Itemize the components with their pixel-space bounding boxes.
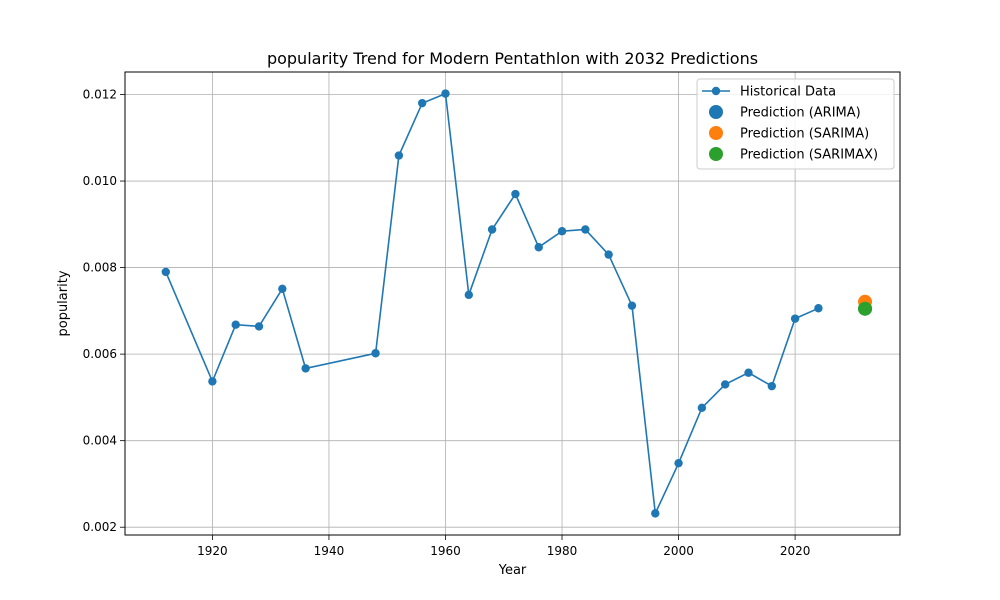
y-tick-label: 0.008 [83,261,117,275]
data-point [674,458,683,468]
x-tick-label: 1980 [547,544,578,558]
y-axis-label: popularity [56,270,71,336]
series-layer [161,89,823,518]
x-tick-label: 1960 [430,544,461,558]
legend-swatch-marker [709,147,723,161]
data-point [651,509,660,518]
data-point [697,403,707,412]
data-point [720,380,730,389]
data-point [371,349,380,358]
legend-label: Historical Data [740,85,836,100]
y-tick-label: 0.006 [83,347,117,361]
data-point [557,227,567,236]
data-point [487,225,497,234]
y-tick-label: 0.012 [83,88,117,102]
legend-label: Prediction (ARIMA) [740,106,861,121]
data-point [464,290,473,300]
x-tick-label: 1940 [314,544,345,558]
legend: Historical Data Prediction (ARIMA) Predict… [696,78,895,170]
legend-swatch-marker [711,86,721,96]
x-axis-ticks: 1920 1940 1960 1980 2000 2020 [197,535,810,558]
data-point [278,284,287,293]
data-point [208,377,217,386]
data-point [161,267,170,277]
data-point [511,189,520,199]
plot-frame [124,71,901,536]
data-point [790,314,800,323]
chart-title: popularity Trend for Modern Pentathlon w… [267,49,758,68]
data-point [254,322,264,331]
data-point [441,89,450,98]
x-tick-label: 2000 [663,544,694,558]
legend-label: Prediction (SARIMA) [740,127,869,142]
prediction-layer [858,294,873,316]
y-axis-ticks: 0.002 0.004 0.006 0.008 0.010 0.012 [83,88,125,534]
data-point [231,320,240,329]
x-axis-label: Year [498,563,527,578]
data-point [534,243,543,252]
legend-box [696,78,895,170]
y-tick-label: 0.004 [83,434,117,448]
prediction-point [858,301,873,316]
data-point [301,364,310,373]
data-point [581,225,590,234]
legend-swatch-marker [709,126,723,140]
data-point [744,368,753,377]
y-tick-label: 0.010 [83,174,117,188]
data-point [604,250,613,259]
data-point [627,301,637,310]
x-tick-label: 1920 [197,544,228,558]
y-tick-label: 0.002 [83,520,117,534]
legend-swatch-marker [709,105,723,119]
legend-label: Prediction (SARIMAX) [740,148,878,163]
data-point [417,98,427,108]
data-point [814,304,823,313]
data-point [767,381,777,391]
x-tick-label: 2020 [780,544,811,558]
data-point [394,151,404,160]
series-line-historical [165,92,819,517]
